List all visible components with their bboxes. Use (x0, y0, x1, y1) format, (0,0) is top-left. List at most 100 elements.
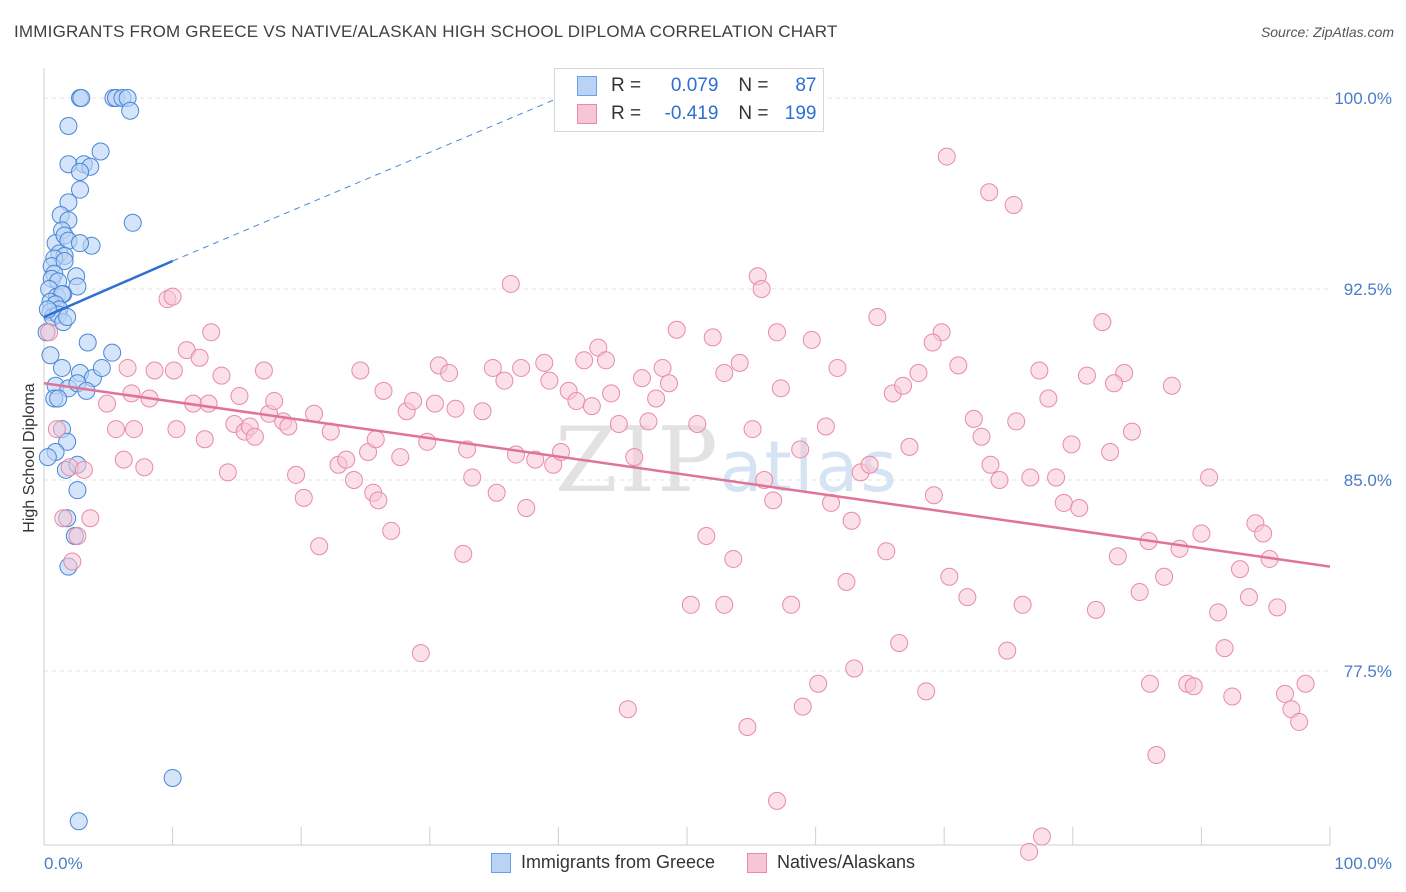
data-point-natives (122, 384, 141, 403)
data-point-natives (1239, 588, 1258, 607)
data-point-natives (1007, 412, 1026, 431)
legend-item-greece[interactable]: Immigrants from Greece (490, 852, 715, 873)
data-point-natives (924, 486, 943, 505)
data-point-natives (1108, 547, 1127, 566)
data-point-natives (501, 274, 520, 293)
data-point-natives (163, 287, 182, 306)
data-point-natives (294, 488, 313, 507)
swatch-greece (577, 76, 597, 96)
n-label: N = (738, 103, 769, 124)
data-point-natives (937, 147, 956, 166)
data-point-natives (344, 471, 363, 489)
y-tick-label: 85.0% (1344, 471, 1392, 490)
data-point-natives (1021, 468, 1040, 487)
data-point-natives (535, 353, 554, 372)
data-point-natives (212, 366, 231, 385)
n-value: 87 (795, 75, 817, 96)
data-point-natives (752, 280, 771, 298)
data-point-natives (1020, 842, 1039, 861)
data-point-natives (369, 491, 388, 510)
data-point-natives (1101, 442, 1120, 461)
data-point-natives (1054, 493, 1073, 512)
data-point-natives (337, 450, 356, 469)
data-point-natives (1070, 499, 1089, 518)
data-point-natives (63, 552, 82, 571)
data-point-natives (254, 361, 273, 380)
legend-swatch-natives (746, 852, 767, 873)
data-point-natives (1140, 674, 1159, 693)
data-point-natives (1192, 524, 1211, 543)
data-point-natives (964, 409, 983, 428)
data-point-natives (404, 392, 423, 411)
legend-item-natives[interactable]: Natives/Alaskans (746, 852, 915, 873)
data-point-greece (121, 101, 140, 120)
x-tick-label: 100.0% (1334, 854, 1392, 873)
data-point-natives (114, 450, 133, 469)
data-point-natives (724, 549, 743, 568)
data-point-natives (877, 542, 896, 561)
data-point-natives (1093, 313, 1112, 332)
data-point-natives (828, 358, 847, 377)
data-point-greece (163, 768, 182, 787)
data-point-natives (764, 491, 783, 510)
legend-label-greece: Immigrants from Greece (520, 852, 715, 872)
data-point-natives (107, 420, 126, 439)
data-point-natives (1200, 468, 1219, 487)
trend-line-greece-extension (172, 97, 559, 262)
data-point-natives (1004, 195, 1023, 214)
data-point-natives (1296, 674, 1315, 693)
data-point-natives (1032, 827, 1051, 846)
y-tick-label: 100.0% (1334, 89, 1392, 108)
data-point-natives (310, 537, 329, 556)
data-point-natives (972, 427, 991, 446)
data-point-natives (540, 371, 559, 390)
data-point-natives (245, 427, 264, 446)
data-point-natives (998, 641, 1017, 660)
axes (43, 68, 1331, 846)
data-point-natives (366, 430, 385, 449)
data-point-natives (167, 420, 186, 439)
data-point-natives (900, 437, 919, 456)
legend-swatch-greece (490, 852, 511, 873)
data-point-natives (609, 414, 628, 433)
data-point-greece (53, 358, 72, 377)
r-value: -0.419 (664, 103, 719, 124)
data-point-natives (98, 394, 117, 413)
data-point-greece (123, 213, 142, 232)
data-point-natives (1155, 567, 1174, 586)
data-point-natives (639, 412, 658, 431)
data-point-natives (512, 358, 531, 377)
data-point-natives (382, 521, 401, 540)
data-point-natives (1030, 361, 1049, 380)
data-point-natives (1039, 389, 1058, 408)
data-point-greece (72, 89, 91, 107)
y-tick-label: 77.5% (1344, 662, 1392, 681)
data-point-natives (632, 369, 651, 388)
data-point-natives (816, 417, 835, 436)
data-point-natives (860, 455, 879, 474)
stats-row-greece: R = 0.079 N = 87 (577, 73, 817, 99)
data-point-natives (47, 420, 66, 439)
data-point-natives (1275, 684, 1294, 703)
data-point-natives (890, 633, 909, 652)
data-point-natives (697, 527, 716, 546)
trend-line-greece (43, 259, 174, 319)
data-point-natives (768, 791, 787, 810)
data-point-natives (980, 183, 999, 202)
data-point-greece (58, 308, 77, 327)
data-point-natives (1268, 598, 1287, 617)
data-point-natives (526, 450, 545, 469)
data-point-natives (809, 674, 828, 693)
series-immigrants-from-greece (37, 89, 182, 831)
data-point-natives (845, 659, 864, 678)
data-point-natives (667, 320, 686, 339)
data-point-natives (374, 381, 393, 400)
data-point-greece (68, 481, 87, 500)
data-point-natives (949, 356, 968, 375)
data-point-natives (1290, 712, 1309, 731)
data-point-natives (1047, 468, 1066, 487)
data-point-natives (981, 455, 1000, 474)
data-point-natives (473, 402, 492, 421)
data-point-natives (1086, 600, 1105, 619)
